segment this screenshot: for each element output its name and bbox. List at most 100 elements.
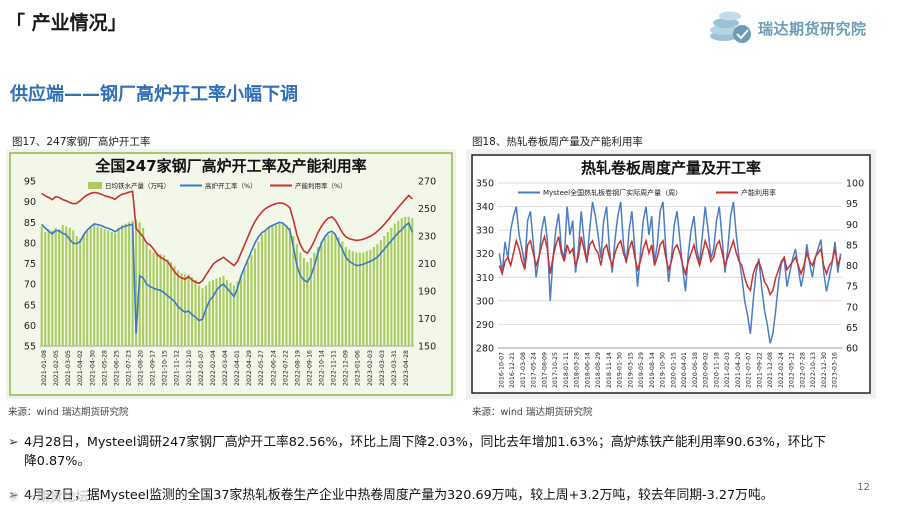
- bar-mark: [124, 223, 127, 346]
- y-tick-right: 80: [846, 261, 858, 272]
- y-tick-left: 280: [476, 344, 494, 355]
- bar-mark: [285, 225, 288, 346]
- bar-mark: [236, 281, 239, 346]
- bar-mark: [152, 252, 155, 346]
- bar-mark: [404, 216, 407, 346]
- bar-mark: [372, 247, 375, 346]
- bar-mark: [142, 227, 145, 346]
- bar-mark: [173, 266, 176, 346]
- bar-mark: [355, 252, 358, 346]
- x-tick: 2022-10-14: [319, 350, 326, 386]
- bar-mark: [232, 285, 236, 346]
- bar-mark: [341, 241, 344, 346]
- x-tick: 2021-02-05: [53, 350, 60, 386]
- x-tick: 2021-04-30: [89, 350, 96, 386]
- bar-mark: [348, 249, 351, 346]
- y-tick-right: 250: [418, 204, 436, 215]
- y-tick-left: 75: [24, 259, 36, 270]
- x-tick: 2019-10-30: [660, 352, 667, 388]
- bar-mark: [110, 231, 113, 346]
- bar-mark: [215, 278, 218, 346]
- x-tick: 2018-11-14: [606, 352, 613, 388]
- y-tick-left: 80: [24, 238, 36, 249]
- bar-mark: [316, 247, 319, 346]
- bar-mark: [72, 230, 75, 346]
- bar-mark: [313, 252, 316, 346]
- bar-mark: [75, 236, 78, 346]
- x-tick: 2020-11-18: [713, 352, 720, 388]
- y-tick-right: 95: [846, 199, 858, 210]
- x-tick: 2021-06-25: [113, 350, 120, 386]
- y-tick-right: 65: [846, 323, 858, 334]
- bar-mark: [379, 240, 382, 346]
- bar-mark: [82, 234, 85, 346]
- x-tick: 2020-04-01: [681, 352, 688, 388]
- bar-mark: [292, 236, 295, 346]
- x-tick: 2016-12-21: [509, 352, 516, 388]
- x-tick: 2016-10-07: [498, 352, 505, 388]
- bar-mark: [358, 252, 361, 346]
- x-tick: 2022-03-04: [222, 350, 229, 386]
- x-tick: 2021-04-02: [77, 350, 84, 386]
- bar-mark: [306, 262, 309, 346]
- y-tick-right: 230: [418, 232, 436, 243]
- x-tick: 2017-08-09: [541, 352, 548, 388]
- x-tick: 2018-03-28: [574, 352, 581, 388]
- bar-mark: [351, 251, 354, 346]
- page-number: 12: [857, 482, 870, 493]
- x-tick: 2021-09-22: [756, 352, 763, 388]
- bar-mark: [156, 252, 159, 346]
- y-tick-right: 90: [846, 220, 858, 231]
- bar-mark: [271, 226, 274, 346]
- figure-caption-18: 图18、热轧卷板周产量及产能利用率: [472, 136, 643, 148]
- chart-title: 全国247家钢厂高炉开工率及产能利用率: [94, 157, 366, 175]
- y-tick-right: 70: [846, 302, 858, 313]
- legend-label: 产能利用率（%）: [295, 181, 347, 190]
- y-tick-right: 60: [846, 344, 858, 355]
- x-tick: 2019-01-30: [617, 352, 624, 388]
- x-tick: 2017-05-24: [531, 352, 538, 388]
- legend-swatch: [88, 182, 102, 189]
- y-tick-right: 150: [418, 342, 436, 353]
- bar-mark: [264, 230, 267, 346]
- x-tick: 2021-04-20: [735, 352, 742, 388]
- y-tick-left: 85: [24, 218, 36, 229]
- x-tick: 2023-03-03: [379, 350, 386, 386]
- bar-mark: [79, 238, 82, 346]
- y-tick-right: 270: [418, 177, 436, 188]
- bar-mark: [170, 262, 173, 346]
- bar-mark: [61, 225, 64, 346]
- bar-mark: [194, 280, 197, 346]
- bar-mark: [411, 218, 414, 346]
- bar-mark: [250, 255, 253, 346]
- x-tick: 2022-11-11: [331, 350, 338, 386]
- x-tick: 2021-07-07: [746, 352, 753, 388]
- x-tick: 2022-05-27: [258, 350, 265, 386]
- bar-mark: [121, 225, 124, 346]
- x-tick: 2021-02-03: [724, 352, 731, 388]
- bullet-text: 4月27日，据Mysteel监测的全国37家热轧板卷生产企业中热卷周度产量为32…: [24, 488, 774, 503]
- bar-mark: [58, 229, 61, 346]
- x-tick: 2020-06-18: [692, 352, 699, 388]
- y-tick-right: 75: [846, 282, 858, 293]
- x-tick: 2022-04-01: [234, 350, 241, 386]
- arrow-bullet-icon: ➢: [8, 488, 19, 503]
- y-tick-left: 300: [476, 296, 494, 307]
- x-tick: 2023-01-06: [355, 350, 362, 386]
- y-tick-right: 170: [418, 314, 436, 325]
- hot-rolled-coil-chart: 热轧卷板周度产量及开工率 350 340 330 320 310 300 290 280 100 9…: [471, 154, 871, 394]
- bar-mark: [397, 220, 400, 346]
- bar-mark: [96, 226, 99, 346]
- bar-mark: [299, 252, 302, 346]
- x-tick: 2018-06-14: [584, 352, 591, 388]
- x-tick: 2021-05-28: [101, 350, 108, 386]
- bar-mark: [320, 241, 323, 346]
- bullet-text: 4月28日，Mysteel调研247家钢厂高炉开工率82.56%，环比上周下降2…: [24, 435, 827, 450]
- x-tick: 2022-06-24: [270, 350, 277, 386]
- y-tick-left: 65: [24, 300, 36, 311]
- x-tick: 2017-10-25: [552, 352, 559, 388]
- bar-mark: [239, 275, 243, 346]
- bar-mark: [211, 280, 215, 346]
- bar-mark: [274, 225, 277, 346]
- coin-stack-icon: [710, 11, 751, 43]
